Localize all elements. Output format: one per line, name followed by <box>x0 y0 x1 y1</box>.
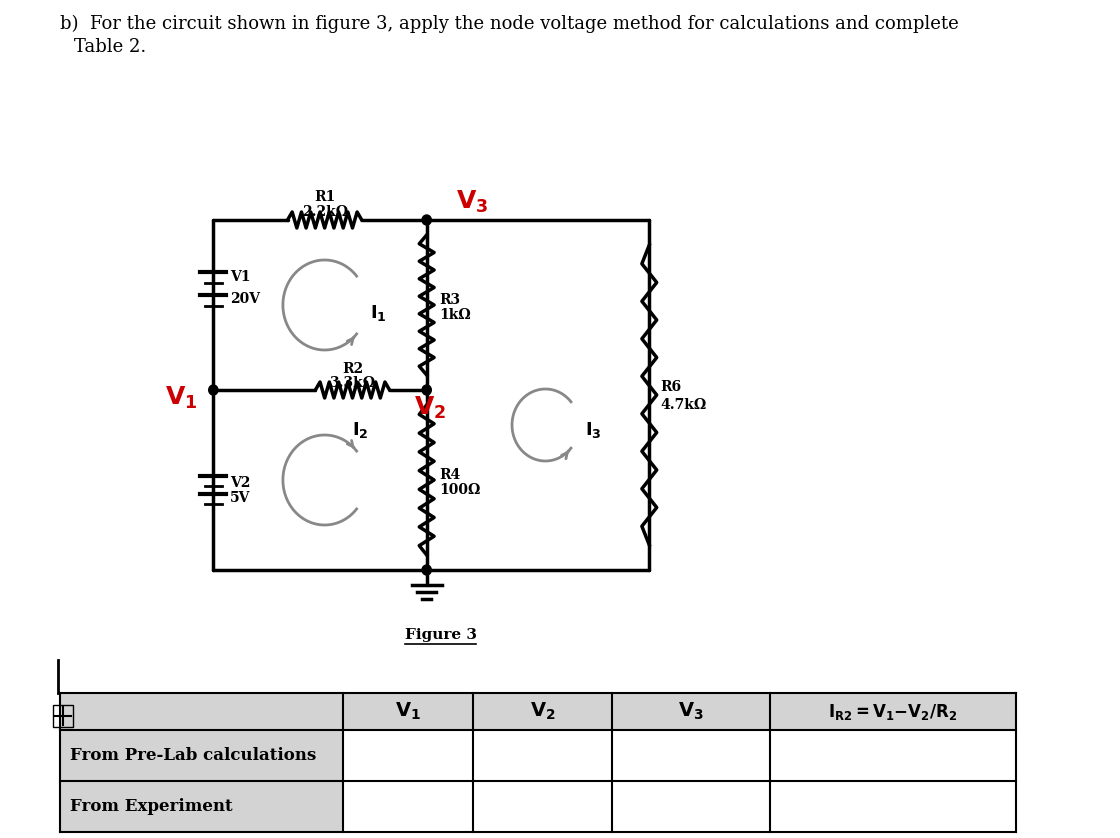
Text: 1kΩ: 1kΩ <box>440 308 472 322</box>
Bar <box>53 705 73 727</box>
Text: R3: R3 <box>440 293 460 307</box>
Text: $\mathbf{V_1}$: $\mathbf{V_1}$ <box>165 385 197 411</box>
Text: $\mathbf{V_2}$: $\mathbf{V_2}$ <box>530 701 556 722</box>
Text: $\mathbf{I_2}$: $\mathbf{I_2}$ <box>352 420 368 440</box>
Text: 20V: 20V <box>230 292 260 306</box>
Circle shape <box>208 385 218 395</box>
Text: $\mathbf{I_{R2} = V_1 {-} V_2/R_2}$: $\mathbf{I_{R2} = V_1 {-} V_2/R_2}$ <box>828 701 958 722</box>
Text: R1: R1 <box>314 190 335 204</box>
Text: R4: R4 <box>440 468 461 482</box>
Text: $\mathbf{V_2}$: $\mathbf{V_2}$ <box>413 395 446 422</box>
Text: $\mathbf{I_3}$: $\mathbf{I_3}$ <box>586 420 601 440</box>
Bar <box>343 730 1016 781</box>
Text: $\mathbf{V_3}$: $\mathbf{V_3}$ <box>678 701 704 722</box>
Text: R2: R2 <box>342 362 363 376</box>
Text: 100Ω: 100Ω <box>440 483 482 497</box>
Bar <box>60 781 343 832</box>
Text: $\mathbf{V_1}$: $\mathbf{V_1}$ <box>395 701 421 722</box>
Circle shape <box>422 215 431 225</box>
Text: From Pre-Lab calculations: From Pre-Lab calculations <box>69 747 316 764</box>
Bar <box>60 693 1016 730</box>
Text: 5V: 5V <box>230 491 251 505</box>
Text: b)  For the circuit shown in figure 3, apply the node voltage method for calcula: b) For the circuit shown in figure 3, ap… <box>60 15 959 34</box>
Text: 3.3kΩ: 3.3kΩ <box>329 376 375 390</box>
Text: 2.2kΩ: 2.2kΩ <box>301 205 347 219</box>
Text: $\mathbf{I_1}$: $\mathbf{I_1}$ <box>370 303 386 323</box>
Text: V2: V2 <box>230 476 251 490</box>
Bar <box>343 781 1016 832</box>
Text: Table 2.: Table 2. <box>74 38 147 56</box>
Circle shape <box>422 565 431 575</box>
Circle shape <box>422 385 431 395</box>
Text: 4.7kΩ: 4.7kΩ <box>661 398 707 412</box>
Text: V1: V1 <box>230 270 251 284</box>
Text: $\mathbf{V_3}$: $\mathbf{V_3}$ <box>456 189 488 215</box>
Text: Figure 3: Figure 3 <box>404 628 477 642</box>
Text: R6: R6 <box>661 380 682 394</box>
Bar <box>60 730 343 781</box>
Text: From Experiment: From Experiment <box>69 798 232 815</box>
